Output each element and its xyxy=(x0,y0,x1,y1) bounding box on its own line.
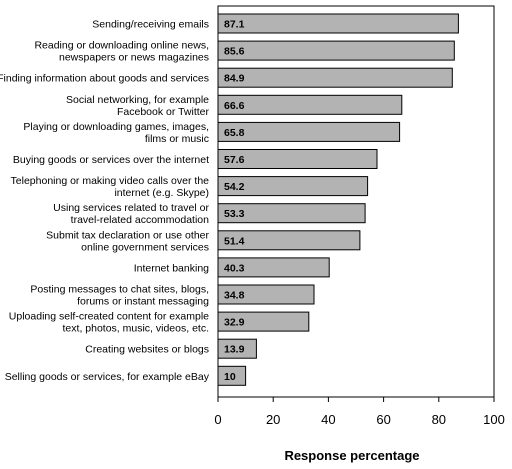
bar xyxy=(217,121,401,142)
category-label: Using services related to travel or xyxy=(53,202,209,214)
bar xyxy=(217,94,403,115)
bar-value-label: 51.4 xyxy=(224,235,245,247)
category-label: films or music xyxy=(145,133,209,145)
bar xyxy=(217,67,453,88)
category-label: Finding information about goods and serv… xyxy=(0,73,209,85)
category-label: Uploading self-created content for examp… xyxy=(9,311,209,323)
category-label: Buying goods or services over the intern… xyxy=(13,154,209,166)
category-label: Creating websites or blogs xyxy=(85,344,209,356)
bar-value-label: 40.3 xyxy=(224,262,245,274)
x-tick-label: 40 xyxy=(321,412,335,427)
bar xyxy=(217,365,247,386)
category-label: Sending/receiving emails xyxy=(92,19,209,31)
category-label: text, photos, music, videos, etc. xyxy=(63,323,209,335)
bar xyxy=(217,284,315,305)
bar xyxy=(217,257,330,278)
bar-value-label: 85.6 xyxy=(224,46,245,58)
bar xyxy=(217,40,455,61)
bars-group: 87.1 Sending/receiving emails 85.6 Reading … xyxy=(0,13,459,386)
category-label: forums or instant messaging xyxy=(77,296,209,308)
bar-value-label: 87.1 xyxy=(224,19,245,31)
bar xyxy=(217,230,361,251)
x-tick-label: 20 xyxy=(266,412,280,427)
category-label: online government services xyxy=(81,241,209,253)
category-label: newspapers or news magazines xyxy=(59,52,209,64)
category-label: Submit tax declaration or use other xyxy=(46,229,209,241)
x-tick-label: 100 xyxy=(483,412,505,427)
bar-value-label: 54.2 xyxy=(224,181,245,193)
bar xyxy=(217,203,366,224)
bar-value-label: 32.9 xyxy=(224,317,245,329)
x-tick-label: 0 xyxy=(214,412,221,427)
category-label: travel-related accommodation xyxy=(71,214,209,226)
bar xyxy=(217,13,459,34)
bar xyxy=(217,311,310,332)
bar-value-label: 57.6 xyxy=(224,154,245,166)
category-label: internet (e.g. Skype) xyxy=(114,187,209,199)
category-label: Facebook or Twitter xyxy=(117,106,210,118)
category-label: Reading or downloading online news, xyxy=(34,40,209,52)
bar xyxy=(217,176,369,197)
bar-value-label: 53.3 xyxy=(224,208,245,220)
category-label: Internet banking xyxy=(134,262,209,274)
category-label: Telephoning or making video calls over t… xyxy=(11,175,210,187)
bar xyxy=(217,149,378,169)
category-label: Posting messages to chat sites, blogs, xyxy=(30,284,209,296)
category-label: Selling goods or services, for example e… xyxy=(5,371,210,383)
x-tick-label: 80 xyxy=(432,412,446,427)
bar-value-label: 10 xyxy=(224,371,236,383)
bar-value-label: 34.8 xyxy=(224,290,245,302)
category-label: Social networking, for example xyxy=(66,94,209,106)
bar-value-label: 65.8 xyxy=(224,127,245,139)
bar-value-label: 13.9 xyxy=(224,344,245,356)
bar-value-label: 66.6 xyxy=(224,100,245,112)
plot-frame xyxy=(217,5,495,398)
bar xyxy=(217,338,257,359)
category-label: Playing or downloading games, images, xyxy=(23,121,209,133)
x-tick-label: 60 xyxy=(376,412,390,427)
x-axis-title: Response percentage xyxy=(284,448,419,463)
x-axis: 0 20 40 60 80 100 xyxy=(214,397,505,427)
bar-value-label: 84.9 xyxy=(224,73,245,85)
